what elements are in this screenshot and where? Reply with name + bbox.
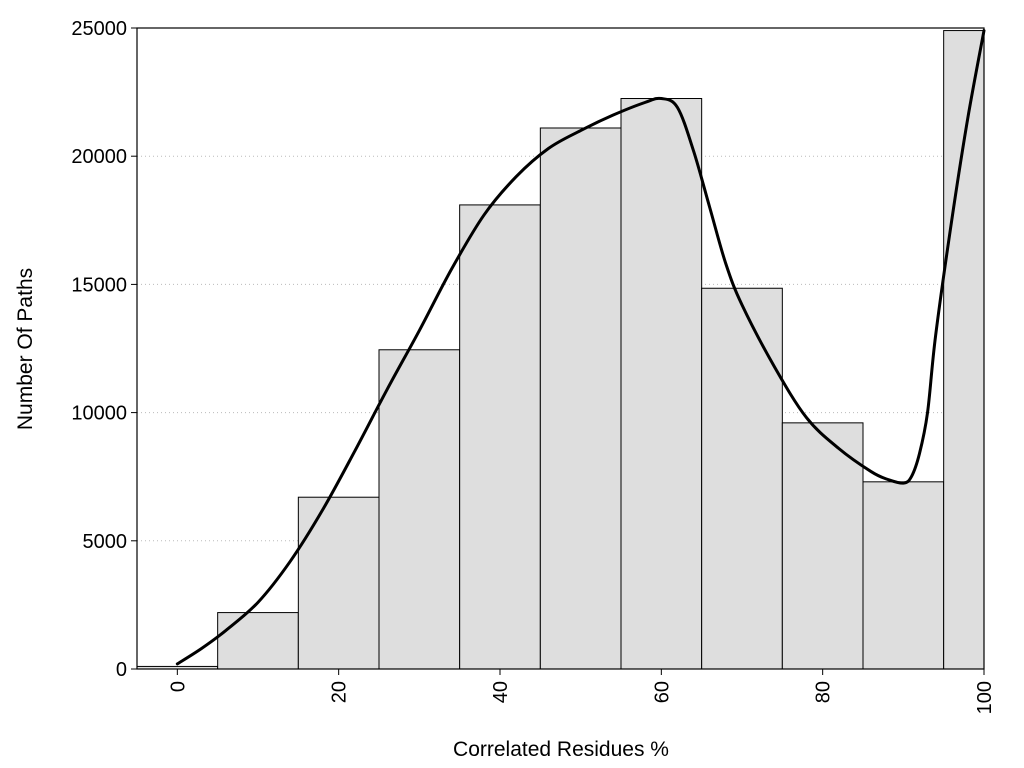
histogram-bar [459, 204, 541, 670]
plot-frame [136, 27, 985, 670]
histogram-bar [297, 496, 380, 670]
y-tick-label: 15000 [71, 274, 127, 296]
y-tick-label: 20000 [71, 146, 127, 168]
x-axis-ticks: 0 20 40 60 80 100 [167, 669, 996, 714]
histogram-bar [701, 287, 783, 670]
histogram-bar [539, 127, 622, 670]
bars [136, 30, 985, 670]
x-tick-label: 60 [651, 681, 673, 703]
histogram-bar [217, 612, 299, 670]
x-axis-label: Correlated Residues % [453, 738, 669, 761]
x-tick-label: 80 [813, 681, 835, 703]
y-tick-label: 5000 [83, 531, 128, 553]
y-axis-ticks: 0 5000 10000 15000 20000 25000 [71, 18, 137, 681]
x-tick-label: 100 [974, 681, 996, 714]
histogram-bar [862, 481, 945, 670]
y-axis-label: Number Of Paths [14, 268, 37, 430]
y-tick-label: 25000 [71, 18, 127, 40]
x-tick-label: 20 [329, 681, 351, 703]
histogram-bar [943, 30, 985, 670]
x-tick-label: 0 [167, 681, 189, 692]
y-tick-label: 10000 [71, 403, 127, 425]
fit-curve [175, 29, 986, 666]
histogram-bar [620, 98, 703, 670]
histogram-bar [781, 422, 864, 670]
histogram-bar [378, 349, 461, 670]
x-tick-label: 40 [490, 681, 512, 703]
y-tick-label: 0 [116, 659, 127, 681]
